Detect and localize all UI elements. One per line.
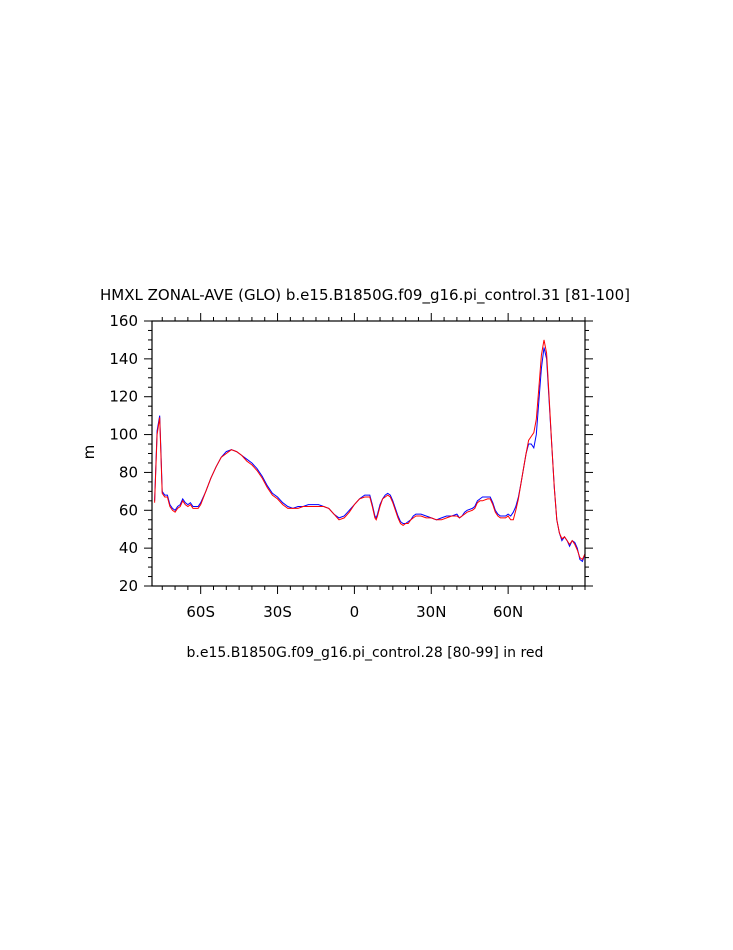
y-tick-label: 160 — [109, 312, 138, 330]
x-tick-label: 30N — [416, 603, 446, 621]
plot-frame — [151, 320, 586, 587]
chart-title: HMXL ZONAL-AVE (GLO) b.e15.B1850G.f09_g1… — [100, 286, 630, 305]
x-tick-label: 30S — [263, 603, 292, 621]
y-axis-label: m — [80, 445, 98, 460]
plot-area: 20 40 60 80 100 120 140 160 60S 30S 0 30N 60N — [109, 312, 593, 621]
y-tick-label: 120 — [109, 388, 138, 406]
x-tick-label: 0 — [350, 603, 360, 621]
y-tick-label: 20 — [119, 577, 138, 595]
y-tick-label: 100 — [109, 426, 138, 444]
series-line-0 — [154, 347, 585, 563]
y-tick-label: 140 — [109, 350, 138, 368]
chart-subtitle: b.e15.B1850G.f09_g16.pi_control.28 [80-9… — [187, 645, 544, 661]
y-tick-label: 60 — [119, 501, 138, 519]
x-tick-label: 60S — [186, 603, 215, 621]
x-tick-label: 60N — [493, 603, 523, 621]
series-line-1 — [154, 339, 585, 561]
y-tick-label: 40 — [119, 539, 138, 557]
y-tick-label: 80 — [119, 463, 138, 481]
